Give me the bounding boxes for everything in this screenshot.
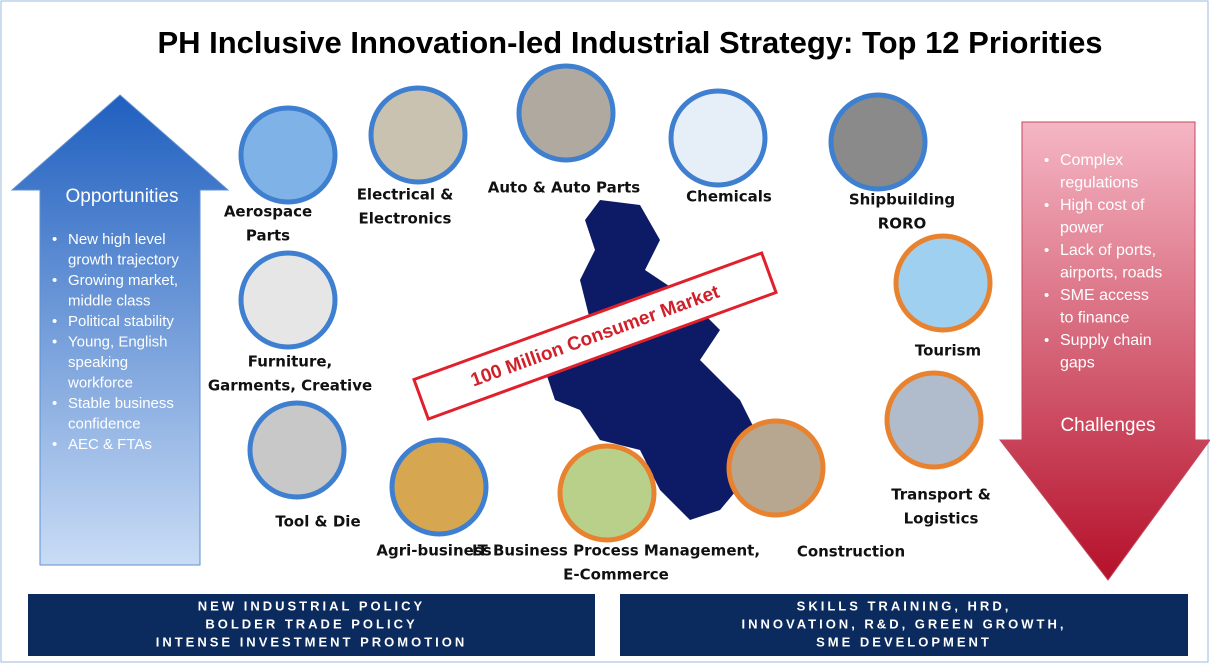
bullet: • [52,395,57,412]
bullet: • [1044,287,1049,304]
opportunity-item: confidence [68,415,141,432]
challenge-item: power [1060,220,1104,237]
opportunity-item: middle class [68,292,151,309]
footer-text: INTENSE INVESTMENT PROMOTION [156,634,468,649]
banner-box [412,251,778,421]
challenge-item: SME access [1060,287,1149,304]
priority-label: Electronics [359,210,452,228]
priority-icon [828,92,928,192]
footer-text: SKILLS TRAINING, HRD, [797,598,1012,613]
footer-text: BOLDER TRADE POLICY [205,616,417,631]
challenge-item: regulations [1060,175,1138,192]
priority-label: Agri-business [376,542,491,560]
challenges-heading: Challenges [1060,415,1155,436]
priority-label: Electrical & [357,186,454,204]
opportunities-arrow [10,94,230,566]
priority-icon [893,233,993,333]
challenge-item: Complex [1060,152,1123,169]
opportunity-item: Young, English [68,333,168,350]
opportunity-item: AEC & FTAs [68,436,152,453]
opportunity-item: growth trajectory [68,251,179,268]
priority-icon [368,85,468,185]
priority-icon [247,400,347,500]
priority-label: Garments, Creative [208,377,372,395]
bullet: • [52,272,57,289]
footer-box [28,594,595,656]
footer-text: INNOVATION, R&D, GREEN GROWTH, [742,616,1067,631]
opportunity-item: New high level [68,231,166,248]
priority-icon [238,105,338,205]
opportunity-item: Stable business [68,395,174,412]
footer-text: NEW INDUSTRIAL POLICY [198,598,425,613]
bullet: • [1044,197,1049,214]
priority-label: Tool & Die [275,513,360,531]
priority-label: E-Commerce [563,566,669,584]
bullet: • [52,313,57,330]
opportunities-heading: Opportunities [65,186,178,207]
priority-label: Logistics [904,510,979,528]
challenges-arrow [998,121,1210,581]
bullet: • [1044,242,1049,259]
priority-label: Auto & Auto Parts [488,179,641,197]
opportunity-item: Political stability [68,313,174,330]
bullet: • [52,333,57,350]
opportunity-item: Growing market, [68,272,178,289]
priority-icon [516,63,616,163]
priority-label: Aerospace [224,203,312,221]
challenge-item: Supply chain [1060,332,1152,349]
bullet: • [52,231,57,248]
priority-icon [726,418,826,518]
priority-icon [668,88,768,188]
philippines-map [545,200,760,520]
footer-text: SME DEVELOPMENT [816,634,992,649]
challenge-item: gaps [1060,355,1095,372]
priority-label: Shipbuilding [849,191,955,209]
opportunity-item: workforce [67,374,133,391]
challenge-item: Lack of ports, [1060,242,1156,259]
priority-label: Furniture, [248,353,333,371]
priority-label: Parts [246,227,290,245]
priority-icon [238,250,338,350]
challenge-item: High cost of [1060,197,1145,214]
priority-icon [389,437,489,537]
bullet: • [52,436,57,453]
challenge-item: airports, roads [1060,265,1162,282]
footer-box [620,594,1188,656]
title: PH Inclusive Innovation-led Industrial S… [157,25,1102,60]
priority-label: Transport & [891,486,991,504]
bullet: • [1044,152,1049,169]
priority-label: IT Business Process Management, [472,542,760,560]
priority-label: RORO [878,215,927,233]
challenge-item: to finance [1060,310,1129,327]
priority-label: Tourism [915,342,981,360]
priority-label: Construction [797,543,905,561]
bullet: • [1044,332,1049,349]
priority-icon [557,443,657,543]
opportunity-item: speaking [68,354,128,371]
priority-label: Chemicals [686,188,772,206]
priority-icon [884,370,984,470]
